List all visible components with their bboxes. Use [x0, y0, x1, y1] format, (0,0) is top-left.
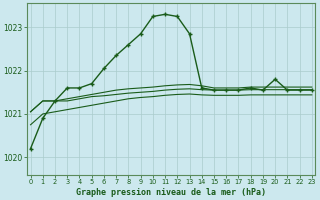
X-axis label: Graphe pression niveau de la mer (hPa): Graphe pression niveau de la mer (hPa)	[76, 188, 266, 197]
